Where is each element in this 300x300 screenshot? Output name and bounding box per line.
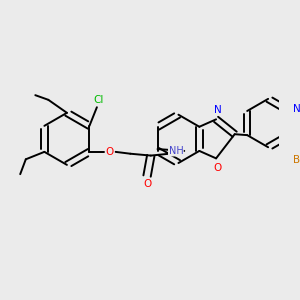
Text: Br: Br xyxy=(292,155,300,165)
Text: O: O xyxy=(214,163,222,173)
Text: Cl: Cl xyxy=(94,95,104,105)
Text: O: O xyxy=(106,147,114,157)
Text: N: N xyxy=(292,104,300,114)
Text: O: O xyxy=(143,179,151,189)
Text: NH: NH xyxy=(169,146,183,156)
Text: N: N xyxy=(214,105,222,115)
